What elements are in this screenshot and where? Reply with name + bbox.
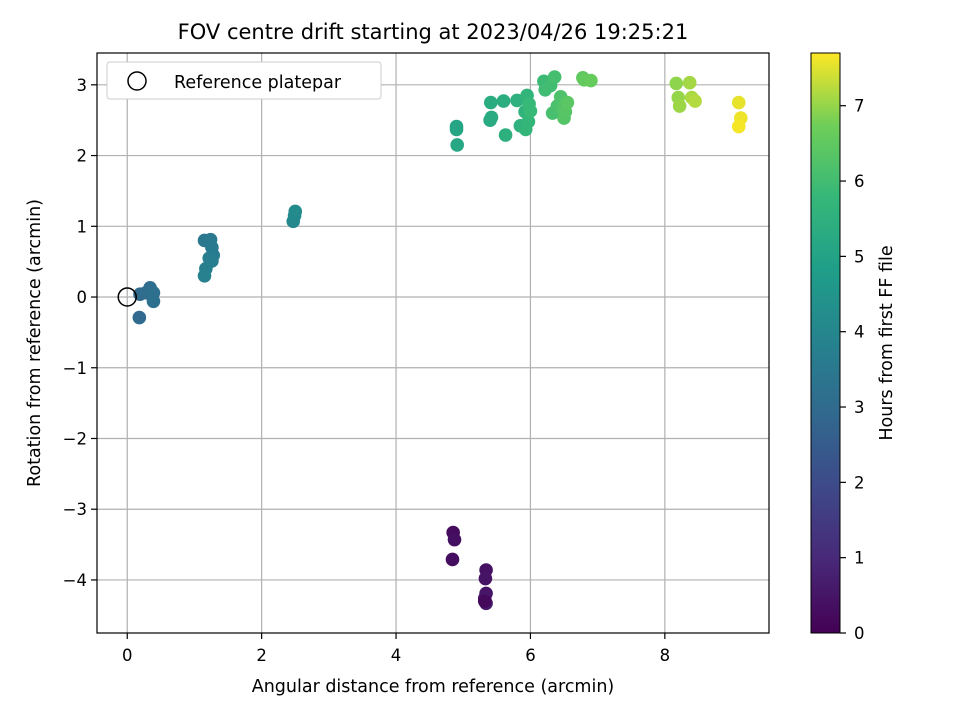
x-tick-label: 6 xyxy=(525,646,536,665)
data-point xyxy=(447,532,462,547)
legend-reference-marker xyxy=(127,71,147,91)
data-point xyxy=(477,594,492,608)
scatter-points xyxy=(132,70,748,611)
colorbar-tick-label: 0 xyxy=(854,624,865,643)
y-tick-label: 3 xyxy=(77,76,88,95)
y-tick-label: 1 xyxy=(77,217,88,236)
data-point xyxy=(731,95,746,110)
x-axis-label: Angular distance from reference (arcmin) xyxy=(252,677,615,697)
plot-frame xyxy=(96,52,770,634)
y-tick-label: −1 xyxy=(63,359,87,378)
data-point xyxy=(197,269,212,283)
data-point xyxy=(560,95,575,110)
y-tick-label: −3 xyxy=(63,500,87,519)
plot-area xyxy=(97,53,769,633)
x-axis-ticks: 0 2 4 6 8 xyxy=(122,633,670,665)
y-axis-label: Rotation from reference (arcmin) xyxy=(25,199,45,487)
y-tick-label: 0 xyxy=(77,288,88,307)
colorbar-tick-label: 2 xyxy=(854,473,865,492)
data-point xyxy=(584,73,598,88)
data-point xyxy=(288,204,303,219)
data-point xyxy=(496,94,511,108)
data-point xyxy=(498,128,513,142)
data-point xyxy=(483,95,498,110)
data-point xyxy=(132,310,147,325)
data-point xyxy=(484,110,499,125)
legend-label: Reference platepar xyxy=(174,73,342,93)
colorbar-tick-label: 4 xyxy=(854,323,865,342)
colorbar-ticks: 0 1 2 3 4 5 6 7 xyxy=(840,97,865,643)
colorbar-label: Hours from first FF file xyxy=(877,245,897,440)
data-point xyxy=(449,122,464,137)
y-tick-label: −4 xyxy=(63,571,87,590)
data-point xyxy=(547,70,562,84)
data-point xyxy=(669,76,684,91)
data-point xyxy=(202,251,217,265)
colorbar-tick-label: 1 xyxy=(854,549,865,568)
legend: Reference platepar xyxy=(106,61,382,100)
y-tick-label: 2 xyxy=(77,147,88,166)
colorbar-tick-label: 6 xyxy=(854,172,865,191)
data-point xyxy=(445,552,460,567)
colorbar xyxy=(810,52,841,634)
y-tick-label: −2 xyxy=(63,429,87,448)
data-point xyxy=(731,119,746,134)
data-point xyxy=(510,93,524,108)
colorbar-tick-label: 3 xyxy=(854,398,865,417)
colorbar-tick-label: 7 xyxy=(854,97,865,116)
data-point xyxy=(672,99,687,113)
x-tick-label: 2 xyxy=(256,646,267,665)
grid-lines xyxy=(97,53,769,633)
reference-platepar-marker xyxy=(117,287,137,307)
y-axis-ticks: −4 −3 −2 −1 0 1 2 3 xyxy=(63,76,97,590)
colorbar-tick-label: 5 xyxy=(854,247,865,266)
data-point xyxy=(146,294,161,309)
chart-title: FOV centre drift starting at 2023/04/26 … xyxy=(178,20,689,44)
data-point xyxy=(521,114,536,129)
data-point xyxy=(688,94,702,108)
x-tick-label: 8 xyxy=(660,646,671,665)
data-point xyxy=(523,104,538,118)
data-point xyxy=(682,75,697,90)
x-tick-label: 0 xyxy=(122,646,133,665)
x-tick-label: 4 xyxy=(391,646,402,665)
data-point xyxy=(478,571,493,586)
data-point xyxy=(450,138,464,152)
legend-box xyxy=(106,61,382,100)
